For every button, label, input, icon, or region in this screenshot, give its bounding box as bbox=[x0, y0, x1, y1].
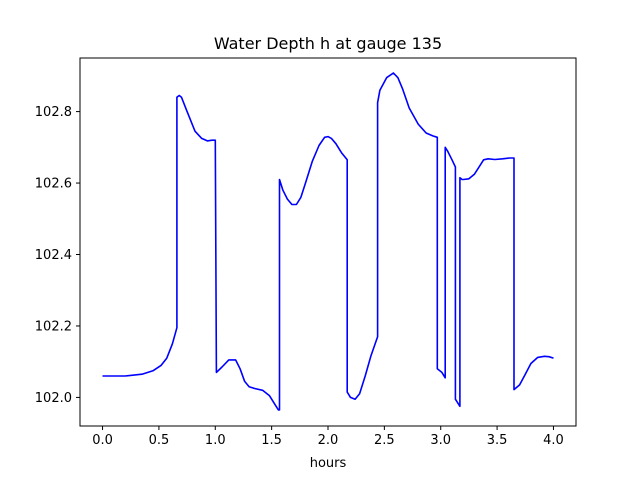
chart-title: Water Depth h at gauge 135 bbox=[214, 34, 442, 53]
x-tick-label: 0.5 bbox=[149, 433, 170, 448]
x-tick-label: 2.5 bbox=[374, 433, 395, 448]
x-tick-label: 4.0 bbox=[543, 433, 564, 448]
x-tick-label: 1.0 bbox=[205, 433, 226, 448]
x-axis-ticks: 0.0 0.5 1.0 1.5 2.0 2.5 3.0 3.5 4.0 bbox=[92, 426, 564, 448]
y-tick-label: 102.0 bbox=[35, 391, 72, 406]
y-tick-label: 102.4 bbox=[35, 248, 72, 263]
y-tick-label: 102.6 bbox=[35, 177, 72, 192]
x-axis-label: hours bbox=[310, 456, 347, 471]
water-depth-series-line bbox=[102, 72, 554, 411]
x-tick-label: 0.0 bbox=[92, 433, 113, 448]
x-tick-label: 1.5 bbox=[261, 433, 282, 448]
y-tick-label: 102.2 bbox=[35, 319, 72, 334]
y-axis-ticks: 102.0 102.2 102.4 102.6 102.8 bbox=[35, 105, 80, 406]
x-tick-label: 3.0 bbox=[430, 433, 451, 448]
x-tick-label: 2.0 bbox=[318, 433, 339, 448]
x-tick-label: 3.5 bbox=[487, 433, 508, 448]
y-tick-label: 102.8 bbox=[35, 105, 72, 120]
